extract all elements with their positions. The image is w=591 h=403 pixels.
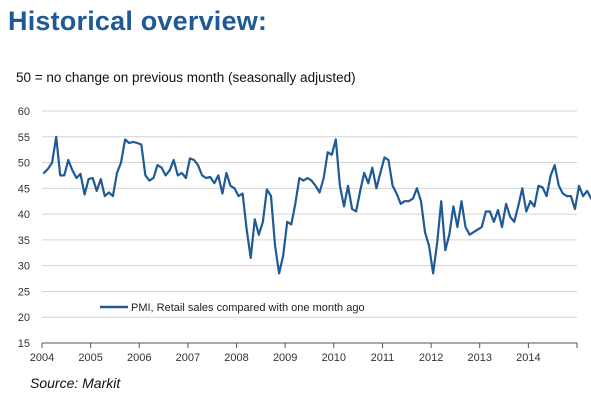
y-tick-label: 30 (18, 261, 30, 273)
y-tick-label: 25 (18, 286, 30, 298)
y-axis: 15 20 25 30 35 40 45 50 55 60 (18, 106, 30, 350)
x-tick-label: 2014 (516, 352, 540, 364)
legend-label: PMI, Retail sales compared with one mont… (131, 302, 365, 314)
y-tick-label: 15 (18, 338, 30, 350)
y-tick-label: 20 (18, 312, 30, 324)
x-tick-label: 2008 (224, 352, 248, 364)
x-tick-label: 2006 (127, 352, 151, 364)
x-tick-label: 2011 (371, 352, 395, 364)
x-tick-label: 2009 (273, 352, 297, 364)
x-tick-label: 2010 (322, 352, 346, 364)
grid-lines (42, 110, 577, 318)
legend: PMI, Retail sales compared with one mont… (100, 302, 365, 314)
source-note: Source: Markit (30, 375, 121, 391)
y-tick-label: 35 (18, 235, 30, 247)
y-tick-label: 55 (18, 132, 30, 144)
series-line-0 (42, 135, 591, 275)
x-tick-label: 2004 (30, 352, 54, 364)
y-tick-label: 45 (18, 183, 30, 195)
y-tick-label: 40 (18, 209, 30, 221)
x-tick-label: 2012 (419, 352, 443, 364)
x-tick-label: 2005 (78, 352, 102, 364)
chart-subtitle: 50 = no change on previous month (season… (16, 70, 356, 85)
series-layer (42, 135, 591, 275)
x-axis: 2004 2005 2006 2007 2008 2009 2010 2011 2012 2013… (30, 342, 578, 364)
x-tick-label: 2013 (467, 352, 491, 364)
page-title: Historical overview: (8, 6, 268, 36)
y-tick-label: 50 (18, 158, 30, 170)
y-tick-label: 60 (18, 106, 30, 118)
x-tick-label: 2007 (176, 352, 200, 364)
